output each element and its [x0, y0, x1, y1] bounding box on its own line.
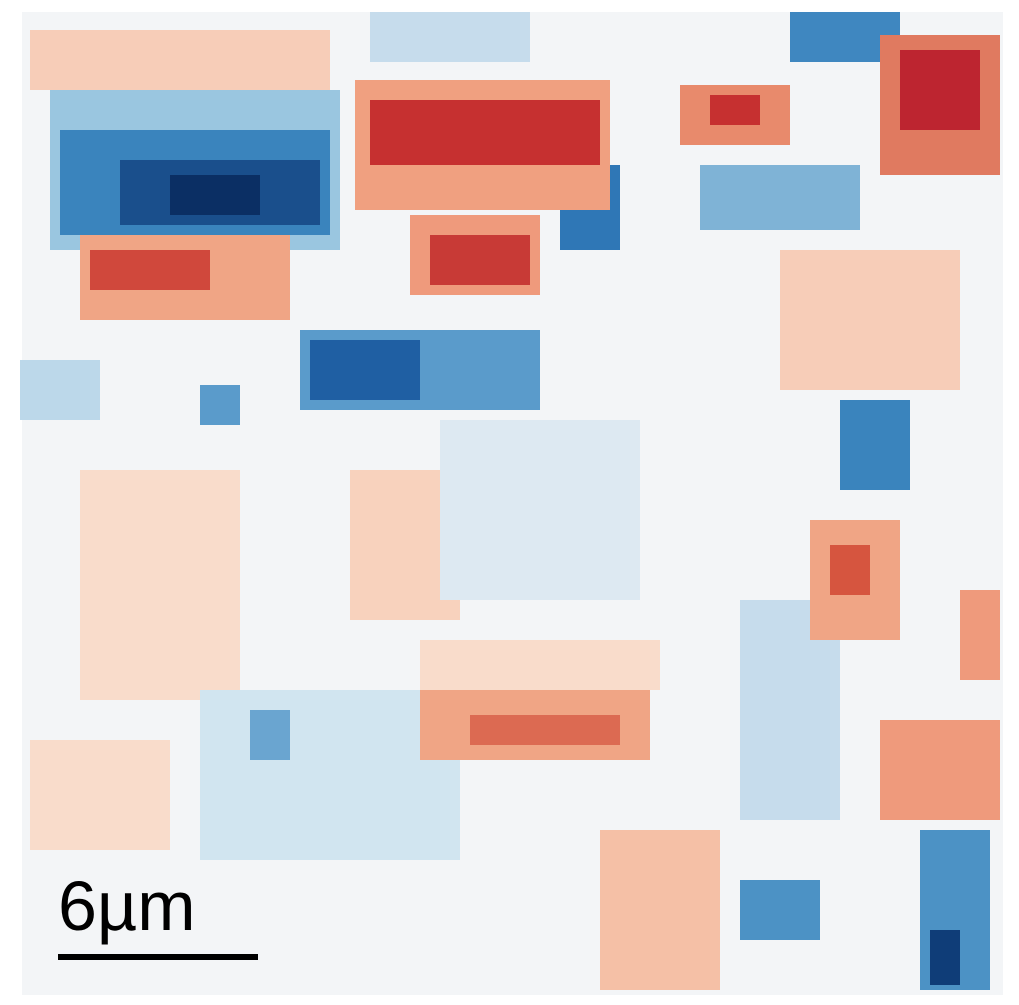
map-region: [310, 340, 420, 400]
map-region: [200, 690, 460, 860]
map-region: [710, 95, 760, 125]
map-region: [370, 100, 600, 165]
scale-bar-line: [58, 954, 258, 960]
map-region: [700, 165, 860, 230]
map-region: [200, 385, 240, 425]
map-region: [420, 640, 660, 690]
map-region: [900, 50, 980, 130]
map-region: [250, 710, 290, 760]
map-region: [90, 250, 210, 290]
map-region: [370, 12, 530, 62]
map-region: [440, 420, 640, 600]
map-region: [880, 720, 1000, 820]
map-region: [960, 590, 1000, 680]
map-region: [170, 175, 260, 215]
map-region: [740, 880, 820, 940]
map-region: [80, 470, 240, 700]
map-region: [30, 30, 330, 90]
map-region: [930, 930, 960, 985]
map-region: [30, 740, 170, 850]
map-region: [20, 360, 100, 420]
map-region: [840, 400, 910, 490]
map-region: [430, 235, 530, 285]
map-region: [600, 830, 720, 990]
map-region: [780, 250, 960, 390]
map-region: [830, 545, 870, 595]
heatmap-image: [20, 12, 1003, 995]
scale-bar: 6µm: [58, 867, 258, 960]
map-region: [470, 715, 620, 745]
scale-bar-label: 6µm: [58, 867, 196, 945]
